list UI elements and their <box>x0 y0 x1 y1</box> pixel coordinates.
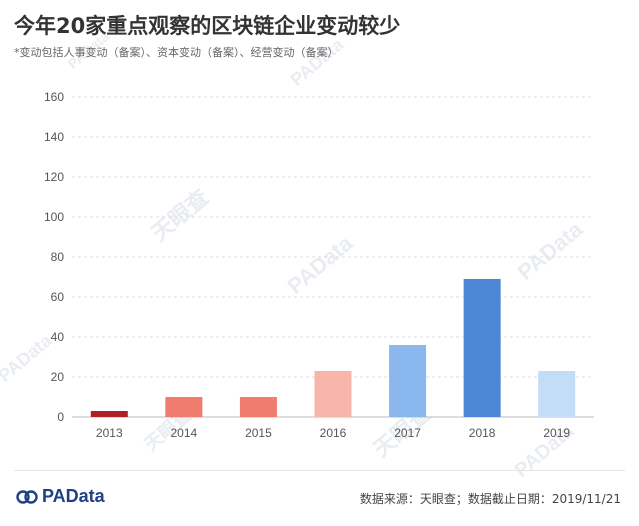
y-tick-label: 80 <box>51 250 65 264</box>
padata-logo-icon <box>16 489 38 504</box>
brand-name: PAData <box>42 486 105 506</box>
bar-2014 <box>165 397 203 417</box>
y-tick-label: 100 <box>44 210 64 224</box>
x-tick-label: 2016 <box>320 426 347 440</box>
y-tick-label: 120 <box>44 170 64 184</box>
bar-2019 <box>538 371 576 417</box>
bar-chart: 0 20 40 60 80 100 120 140 160 2013 2014 2015 2016 201… <box>44 90 594 440</box>
data-source: 数据来源：天眼查；数据截止日期：2019/11/21 <box>359 492 621 506</box>
x-tick-label: 2015 <box>245 426 272 440</box>
bar-2015 <box>239 397 277 417</box>
y-tick-label: 0 <box>57 410 64 424</box>
x-tick-label: 2018 <box>469 426 496 440</box>
y-tick-label: 40 <box>51 330 65 344</box>
y-tick-label: 60 <box>51 290 65 304</box>
bar-2013 <box>90 411 128 417</box>
x-tick-label: 2014 <box>171 426 198 440</box>
y-tick-label: 20 <box>51 370 65 384</box>
chart-subtitle: *变动包括人事变动（备案）、资本变动（备案）、经营变动（备案） <box>14 46 339 59</box>
bar-2016 <box>314 371 352 417</box>
footer-divider <box>14 470 625 471</box>
bar-2017 <box>389 345 427 417</box>
brand-logo: PAData <box>16 486 105 507</box>
x-tick-label: 2019 <box>543 426 570 440</box>
y-tick-label: 160 <box>44 90 64 104</box>
bar-2018 <box>463 279 501 417</box>
y-tick-label: 140 <box>44 130 64 144</box>
x-tick-label: 2013 <box>96 426 123 440</box>
chart-title: 今年20家重点观察的区块链企业变动较少 <box>14 14 401 38</box>
x-tick-label: 2017 <box>394 426 421 440</box>
